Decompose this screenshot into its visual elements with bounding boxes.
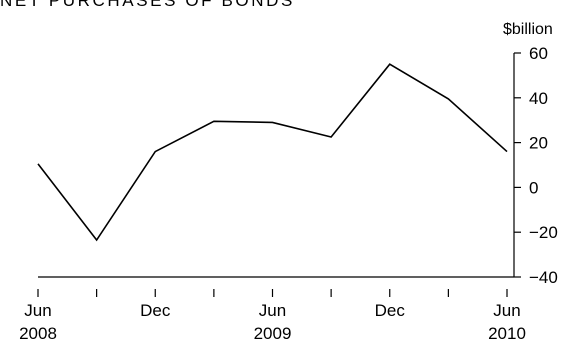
series-line xyxy=(37,63,508,242)
series-group xyxy=(37,63,508,242)
y-axis-unit-label: $billion xyxy=(503,21,553,38)
y-tick-label: −20 xyxy=(529,223,558,242)
x-tick-label: Jun xyxy=(259,301,286,320)
x-tick-label: Dec xyxy=(140,301,171,320)
y-tick-label: 40 xyxy=(529,89,548,108)
x-axis: Jun 2008 Dec Jun 2009 Dec Jun 2010 xyxy=(19,276,526,343)
x-tick-label: Jun xyxy=(493,301,520,320)
y-tick-label: 60 xyxy=(529,44,548,63)
x-tick-label: Jun xyxy=(24,301,51,320)
chart-title: NET PURCHASES OF BONDS xyxy=(0,0,295,10)
y-tick-label: 20 xyxy=(529,134,548,153)
x-tick-year-label: 2010 xyxy=(488,324,526,343)
y-axis: 60 40 20 0 −20 −40 xyxy=(513,44,558,287)
y-tick-label: 0 xyxy=(529,178,538,197)
y-tick-label: −40 xyxy=(529,268,558,287)
x-tick-year-label: 2008 xyxy=(19,324,57,343)
x-tick-year-label: 2009 xyxy=(254,324,292,343)
x-tick-label: Dec xyxy=(375,301,406,320)
